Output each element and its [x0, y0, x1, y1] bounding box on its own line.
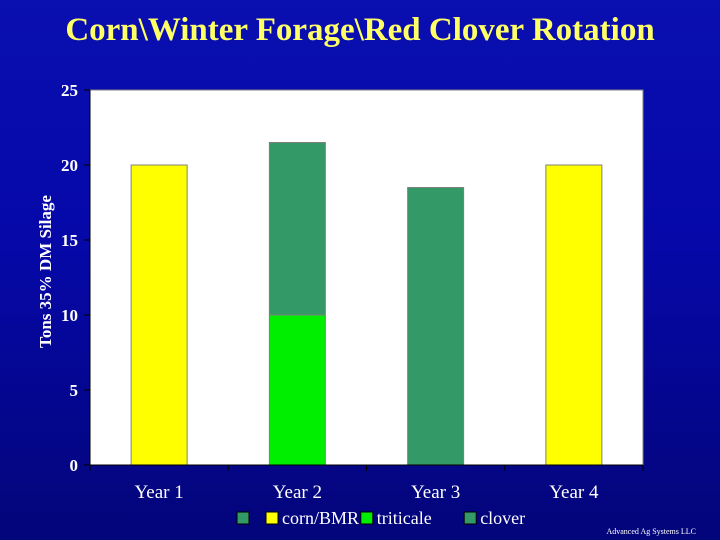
credit-text: Advanced Ag Systems LLC — [606, 527, 696, 536]
bars-group — [130, 142, 603, 466]
bar-clover — [268, 142, 326, 316]
y-tick-label: 20 — [61, 156, 78, 175]
legend-swatch — [265, 511, 279, 525]
chart-title: Corn\Winter Forage\Red Clover Rotation — [65, 12, 655, 48]
y-tick-label: 10 — [61, 306, 78, 325]
y-tick-label: 25 — [61, 81, 78, 100]
y-axis-label: Tons 35% DM Silage — [36, 195, 55, 348]
legend-swatch — [463, 511, 477, 525]
y-tick-label: 15 — [61, 231, 78, 250]
bar-clover — [407, 187, 465, 466]
legend-swatch — [360, 511, 374, 525]
legend-blank-swatch — [236, 511, 250, 525]
bar-triticale — [268, 314, 326, 466]
x-tick-label: Year 2 — [273, 482, 322, 503]
bar-cornbmr — [130, 164, 188, 466]
x-tick-label: Year 3 — [411, 482, 460, 503]
legend-label: triticale — [377, 508, 432, 528]
legend: corn/BMR triticale clover — [236, 508, 525, 528]
bar-cornbmr — [545, 164, 603, 466]
y-tick-label: 5 — [70, 381, 79, 400]
legend-label: clover — [480, 508, 525, 528]
legend-label: corn/BMR — [282, 508, 359, 528]
x-ticks-group: Year 1 Year 2 Year 3 Year 4 — [89, 465, 644, 503]
y-tick-label: 0 — [70, 456, 79, 475]
x-tick-label: Year 1 — [134, 482, 183, 503]
x-tick-label: Year 4 — [549, 482, 599, 503]
y-ticks-group: 0 5 10 15 20 25 — [61, 81, 90, 475]
